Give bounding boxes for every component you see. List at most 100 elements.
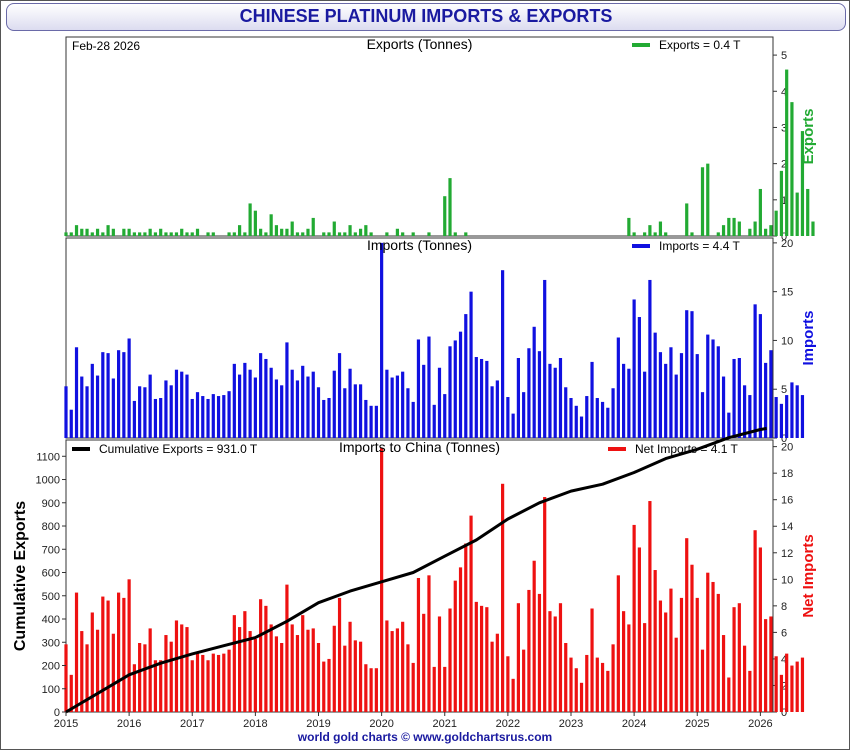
y2-tick-label: 900 (42, 498, 60, 510)
net-import-bar (595, 657, 599, 712)
y-tick-label: 20 (781, 238, 793, 250)
import-bar (311, 371, 315, 438)
net-import-bar (506, 656, 510, 712)
y-tick-label: 10 (781, 574, 793, 586)
import-bar (401, 371, 405, 438)
export-bar (64, 232, 68, 236)
net-import-bar (411, 662, 415, 712)
net-import-bar (122, 597, 126, 712)
import-bar (390, 377, 394, 438)
import-bar (721, 376, 726, 438)
net-import-bar (558, 603, 563, 712)
import-bar (269, 367, 273, 438)
export-bar (169, 232, 173, 236)
import-bar (332, 370, 336, 438)
net-import-bar (385, 620, 389, 712)
x-tick-label: 2019 (306, 718, 330, 730)
export-bar (148, 228, 152, 236)
net-import-bar (322, 661, 326, 712)
import-bar (232, 363, 236, 438)
net-import-bar (253, 639, 257, 712)
export-bar (195, 228, 200, 236)
cumulative-exports-line (65, 426, 767, 714)
export-bar (811, 221, 815, 236)
net-import-bar (443, 666, 447, 712)
export-bar (395, 228, 400, 236)
import-bar (716, 346, 720, 438)
net-import-bar (95, 629, 100, 712)
import-bar (637, 317, 641, 438)
export-bar (180, 228, 184, 236)
export-bar (737, 221, 741, 236)
net-import-bar (785, 653, 789, 712)
net-import-bar (353, 640, 357, 712)
net-import-bar (74, 592, 79, 712)
export-bar (159, 228, 163, 236)
import-bar (437, 367, 442, 438)
net-import-bar (390, 631, 394, 712)
net-import-bar (422, 613, 426, 712)
export-bar (795, 192, 799, 236)
net-import-bar (464, 543, 468, 712)
export-bar (306, 228, 310, 236)
x-tick-label: 2022 (496, 718, 520, 730)
export-bar (769, 225, 773, 236)
export-bar (653, 232, 657, 236)
import-bar (290, 369, 294, 438)
net-import-bar (800, 657, 805, 712)
import-bar (600, 401, 605, 438)
export-bar (358, 228, 363, 236)
net-import-bar (553, 616, 557, 712)
import-bar (374, 405, 378, 438)
net-import-bar (716, 593, 720, 712)
y-tick-label: 12 (781, 548, 793, 560)
import-bar (285, 342, 289, 438)
export-bar (464, 232, 468, 236)
net-import-bar (490, 641, 494, 712)
import-bar (464, 314, 468, 438)
import-bar (727, 412, 731, 438)
net-import-bar (201, 654, 205, 712)
import-bar (622, 363, 626, 438)
x-tick-label: 2016 (117, 718, 141, 730)
net-import-bar (674, 637, 678, 712)
import-bar (180, 371, 184, 438)
export-bar (285, 228, 289, 236)
export-bar (95, 228, 100, 236)
net-import-bar (185, 627, 189, 712)
export-bar (643, 232, 647, 236)
net-import-bar (537, 593, 542, 712)
net-import-bar (164, 635, 168, 712)
y-tick-label: 3 (781, 122, 787, 134)
import-bar (132, 400, 136, 438)
net-import-bar (132, 664, 136, 712)
import-bar (516, 358, 520, 438)
import-bar (558, 358, 563, 438)
import-bar (569, 398, 573, 438)
net-import-bar (658, 600, 663, 712)
import-bar (527, 348, 531, 438)
y-tick-label: 1 (781, 195, 787, 207)
import-bar (785, 395, 789, 438)
net-imports-legend: Net Imports = 4.1 T (635, 442, 738, 456)
net-import-bar (532, 560, 536, 712)
net-import-bar (143, 644, 147, 712)
x-tick-label: 2020 (369, 718, 393, 730)
panel-frame-1 (65, 36, 774, 237)
cumulative-legend: Cumulative Exports = 931.0 T (99, 442, 258, 456)
import-bar (101, 352, 105, 438)
import-bar (585, 396, 589, 438)
net-import-bar (427, 575, 431, 712)
export-bar (190, 232, 194, 236)
export-bar (448, 178, 452, 236)
import-bar (553, 367, 557, 438)
net-import-bar (721, 635, 726, 712)
import-bar (337, 353, 342, 438)
net-import-bar (348, 621, 352, 712)
import-bar (106, 353, 110, 438)
net-import-bar (232, 615, 236, 712)
net-import-bar (269, 624, 273, 712)
export-bar (269, 214, 273, 236)
import-bar (443, 394, 447, 438)
import-bar (564, 387, 568, 438)
